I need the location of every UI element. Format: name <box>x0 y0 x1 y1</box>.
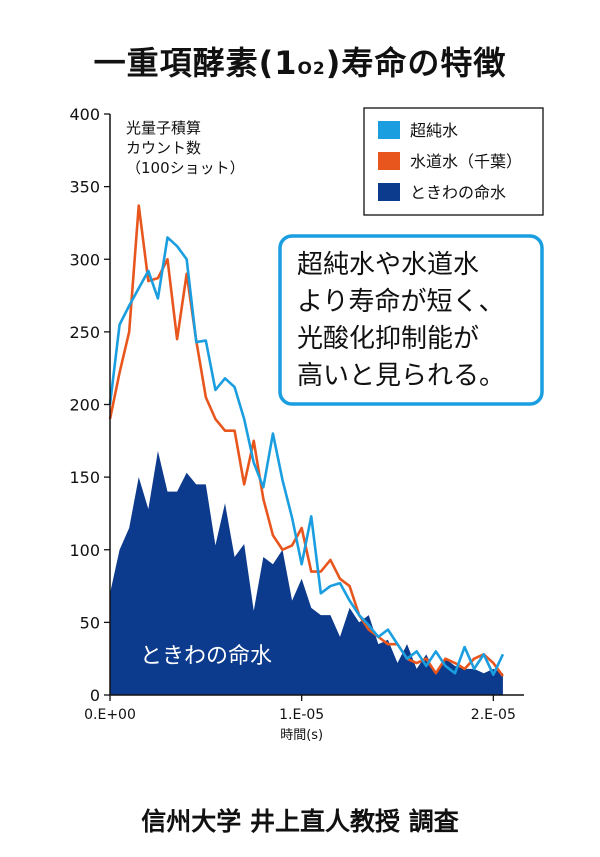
y-tick-label: 200 <box>69 396 100 415</box>
y-tick-label: 0 <box>90 686 100 705</box>
annotation-text-line: 超純水や水道水 <box>297 250 479 280</box>
y-tick-label: 300 <box>69 250 100 269</box>
y-tick-label: 350 <box>69 178 100 197</box>
legend-swatch <box>378 121 400 139</box>
y-tick-label: 150 <box>69 468 100 487</box>
title-main: 一重項酵素 <box>93 44 259 82</box>
series-line-pure-water <box>108 236 505 676</box>
y-tick-label: 250 <box>69 323 100 342</box>
x-tick-label: 2.E-05 <box>471 707 516 723</box>
series-line-tap-water <box>108 204 504 677</box>
legend-label: ときわの命水 <box>410 183 506 202</box>
x-tick-label: 0.E+00 <box>84 707 136 723</box>
legend-label: 水道水（千葉） <box>410 152 522 171</box>
annotation-text-line: 高いと見られる。 <box>297 361 505 391</box>
annotation-box <box>278 234 544 406</box>
series-area-tokiwa <box>110 450 503 695</box>
page-title: 一重項酵素(1O2)寿命の特徴 <box>0 38 600 84</box>
research-credit: 信州大学 井上直人教授 調査 <box>141 807 459 836</box>
y-tick-label: 100 <box>69 541 100 560</box>
x-axis-label: 時間(s) <box>280 728 323 743</box>
annotation-text-line: より寿命が短く、 <box>297 287 504 317</box>
title-close: )寿命の特徴 <box>325 44 507 82</box>
y-axis-label-line: カウント数 <box>126 139 201 157</box>
annotation-text-line: 光酸化抑制能が <box>297 324 479 354</box>
legend-label: 超純水 <box>410 121 458 140</box>
y-axis-label-line: （100ショット） <box>126 159 245 177</box>
title-open: (1 <box>258 44 298 82</box>
x-tick-label: 1.E-05 <box>279 707 324 723</box>
y-tick-label: 400 <box>69 105 100 124</box>
legend-swatch <box>378 152 400 170</box>
area-label: ときわの命水 <box>140 644 272 669</box>
y-tick-label: 50 <box>80 613 100 632</box>
title-subscript: O2 <box>297 59 326 79</box>
y-axis-label-line: 光量子積算 <box>126 119 201 137</box>
legend-swatch <box>378 183 400 201</box>
